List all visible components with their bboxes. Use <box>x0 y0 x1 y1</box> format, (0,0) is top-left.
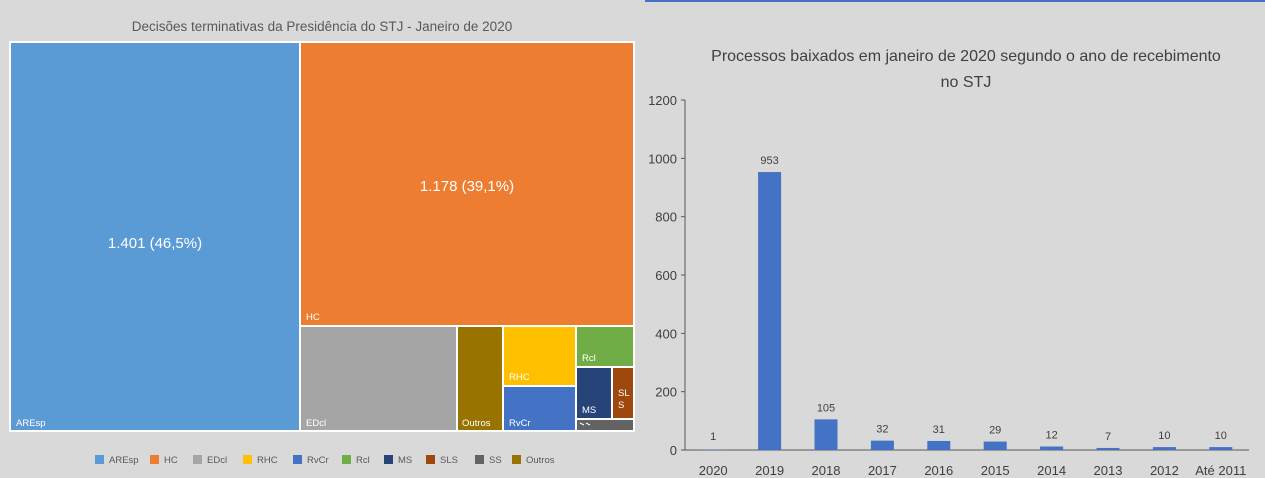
treemap-rect-edcl <box>299 325 458 432</box>
legend-swatch-rvcr <box>293 455 302 464</box>
y-tick-label: 0 <box>670 443 677 458</box>
legend-label-rcl: Rcl <box>356 455 370 466</box>
treemap-label-aresp: AREsp <box>16 418 46 429</box>
data-label-2018: 105 <box>817 402 835 414</box>
legend-swatch-outros <box>512 455 521 464</box>
bar-2019 <box>758 172 782 450</box>
x-tick-label-2018: 2018 <box>812 463 841 478</box>
treemap-panel: Decisões terminativas da Presidência do … <box>0 0 645 478</box>
legend-label-rvcr: RvCr <box>307 455 329 466</box>
treemap-chart: Decisões terminativas da Presidência do … <box>9 19 635 466</box>
x-tick-label-2020: 2020 <box>699 463 728 478</box>
treemap-rect-outros <box>456 325 504 432</box>
legend-swatch-ms <box>384 455 393 464</box>
bar-2012 <box>1152 447 1176 450</box>
bar-chart-title-line-2: no STJ <box>941 74 992 91</box>
treemap-label-rhc: RHC <box>509 372 530 383</box>
legend-label-aresp: AREsp <box>109 455 139 466</box>
treemap-value-aresp: 1.401 (46,5%) <box>108 235 202 252</box>
bar-2014 <box>1040 446 1064 450</box>
y-tick-label: 600 <box>655 268 677 283</box>
bar-at-2011 <box>1209 447 1233 450</box>
data-label-at-2011: 10 <box>1215 430 1227 442</box>
x-tick-label-2016: 2016 <box>924 463 953 478</box>
legend-swatch-edcl <box>193 455 202 464</box>
bar-2016 <box>927 440 951 450</box>
legend-swatch-ss <box>475 455 484 464</box>
data-label-2019: 953 <box>760 155 778 167</box>
x-tick-label-2019: 2019 <box>755 463 784 478</box>
treemap-label-outros: Outros <box>462 418 491 429</box>
legend-swatch-hc <box>150 455 159 464</box>
treemap-title: Decisões terminativas da Presidência do … <box>132 19 512 34</box>
treemap-rect-ss <box>575 418 635 432</box>
treemap-label-hc: HC <box>306 312 320 323</box>
legend-label-sls: SLS <box>440 455 458 466</box>
data-label-2014: 12 <box>1045 430 1057 442</box>
data-label-2016: 31 <box>933 424 945 436</box>
legend-label-ms: MS <box>398 455 412 466</box>
legend-label-ss: SS <box>489 455 502 466</box>
bar-2013 <box>1096 447 1120 450</box>
legend-label-hc: HC <box>164 455 178 466</box>
y-tick-label: 800 <box>655 210 677 225</box>
legend-swatch-aresp <box>95 455 104 464</box>
x-tick-label-2012: 2012 <box>1150 463 1179 478</box>
y-tick-label: 200 <box>655 385 677 400</box>
treemap-label-ss-truncated <box>579 422 591 426</box>
data-label-2017: 32 <box>876 424 888 436</box>
treemap-label-sls-wrap: S <box>618 400 624 411</box>
data-label-2015: 29 <box>989 425 1001 437</box>
x-tick-label-2017: 2017 <box>868 463 897 478</box>
data-label-2013: 7 <box>1105 431 1111 443</box>
bar-2015 <box>983 441 1007 450</box>
treemap-label-ms: MS <box>582 405 596 416</box>
bar-2017 <box>870 440 894 450</box>
treemap-label-rcl: Rcl <box>582 353 596 364</box>
x-tick-label-at-2011: Até 2011 <box>1195 463 1246 478</box>
bar-2018 <box>814 419 838 450</box>
bar-chart-title-line-1: Processos baixados em janeiro de 2020 se… <box>711 48 1221 65</box>
treemap-label-rvcr: RvCr <box>509 418 531 429</box>
treemap-rect-hc <box>299 41 635 327</box>
y-tick-label: 1200 <box>648 93 677 108</box>
data-label-2020: 1 <box>710 431 716 443</box>
treemap-rect-aresp <box>9 41 301 432</box>
x-tick-label-2015: 2015 <box>981 463 1010 478</box>
treemap-value-hc: 1.178 (39,1%) <box>420 178 514 195</box>
legend-swatch-rcl <box>342 455 351 464</box>
legend-label-outros: Outros <box>526 455 555 466</box>
treemap-label-sls: SL <box>618 388 630 399</box>
y-tick-label: 400 <box>655 326 677 341</box>
x-tick-label-2013: 2013 <box>1094 463 1123 478</box>
bar-chart: Processos baixados em janeiro de 2020 se… <box>648 48 1249 478</box>
x-tick-label-2014: 2014 <box>1037 463 1066 478</box>
legend-label-rhc: RHC <box>257 455 278 466</box>
legend-label-edcl: EDcl <box>207 455 227 466</box>
bar-chart-panel: Processos baixados em janeiro de 2020 se… <box>645 0 1265 478</box>
treemap-label-edcl: EDcl <box>306 418 326 429</box>
legend-swatch-rhc <box>243 455 252 464</box>
data-label-2012: 10 <box>1158 430 1170 442</box>
legend-swatch-sls <box>426 455 435 464</box>
y-tick-label: 1000 <box>648 151 677 166</box>
